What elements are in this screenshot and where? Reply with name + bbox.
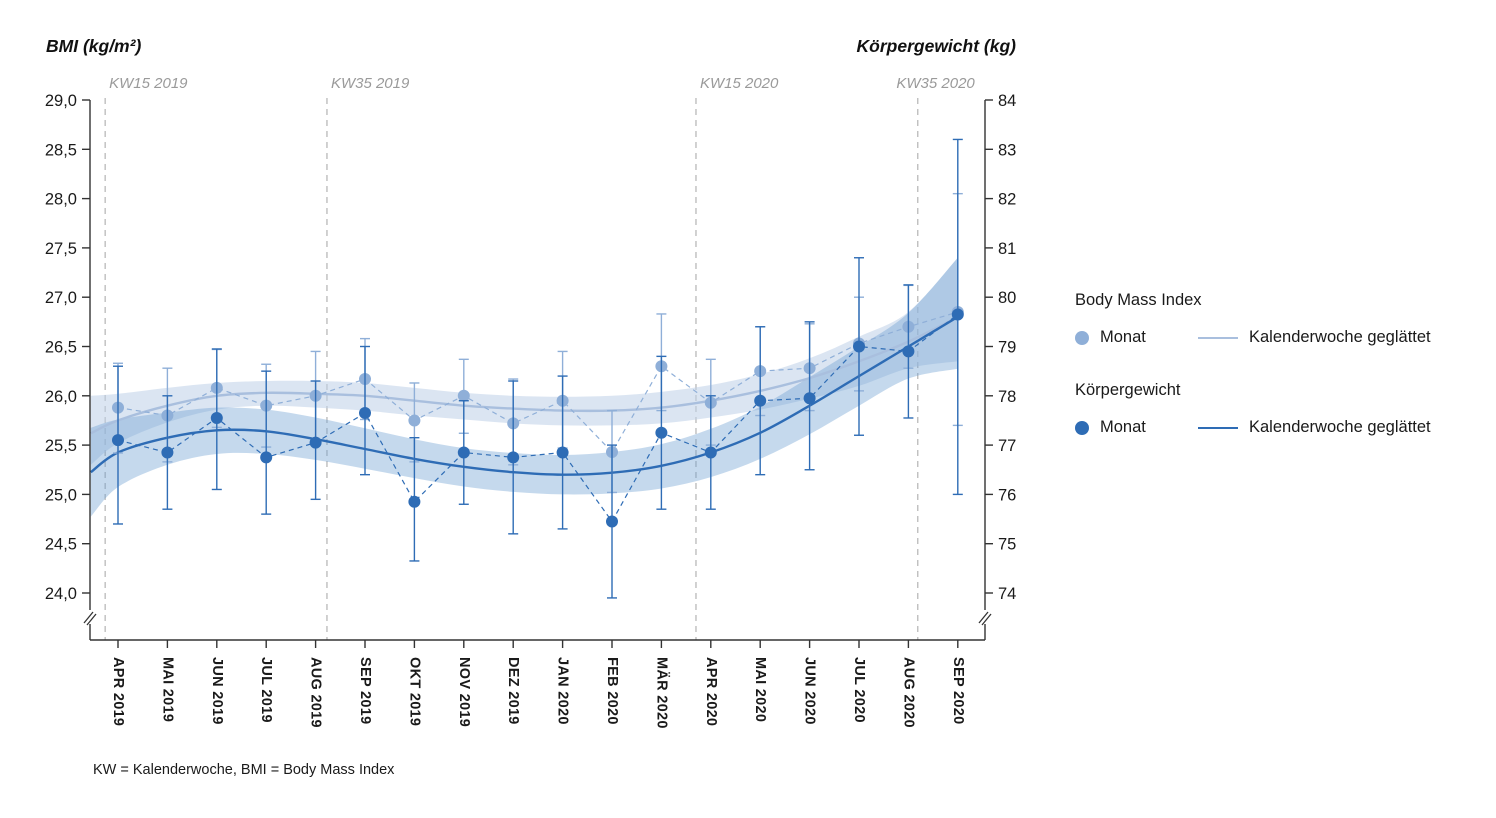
- weight-monthly-points: [112, 138, 964, 599]
- svg-text:SEP 2020: SEP 2020: [950, 657, 966, 724]
- svg-text:29,0: 29,0: [45, 92, 77, 110]
- svg-text:26,5: 26,5: [45, 339, 77, 357]
- svg-text:24,5: 24,5: [45, 536, 77, 554]
- svg-text:84: 84: [998, 92, 1016, 110]
- legend-group-bmi: Body Mass Index Monat Kalenderwoche gegl…: [1075, 291, 1431, 347]
- svg-text:79: 79: [998, 339, 1016, 357]
- data-point: [803, 392, 816, 405]
- svg-text:OKT 2019: OKT 2019: [406, 657, 422, 726]
- chart-canvas: KW15 2019 KW35 2019 KW15 2020 KW35 202029,0…: [45, 75, 1016, 729]
- data-point: [754, 394, 767, 407]
- bmi-smoothed-line-icon: [1198, 336, 1238, 339]
- data-point: [309, 436, 322, 449]
- x-axis-labels: APR 2019 MAI 2019 JUN 2019 JUL 2019 AUG 2019…: [110, 640, 966, 729]
- weight-smoothed-label: Kalenderwoche geglättet: [1249, 418, 1431, 436]
- bmi-monat-label: Monat: [1100, 328, 1146, 346]
- svg-text:KW35 2019: KW35 2019: [331, 75, 410, 92]
- svg-text:KW15 2019: KW15 2019: [109, 75, 188, 92]
- data-point: [606, 515, 618, 528]
- footnote: KW = Kalenderwoche, BMI = Body Mass Inde…: [93, 762, 395, 778]
- legend-row-bmi: Monat Kalenderwoche geglättet: [1075, 328, 1431, 347]
- confidence-band: [90, 257, 958, 517]
- svg-text:82: 82: [998, 191, 1016, 209]
- svg-text:75: 75: [998, 536, 1016, 554]
- data-point: [704, 446, 717, 459]
- svg-text:80: 80: [998, 289, 1016, 307]
- svg-text:KW15 2020: KW15 2020: [700, 75, 779, 92]
- kw-markers: KW15 2019 KW35 2019 KW15 2020 KW35 2020: [104, 75, 975, 640]
- data-point: [408, 414, 421, 427]
- svg-text:APR 2020: APR 2020: [703, 657, 719, 726]
- bmi-smoothed-label: Kalenderwoche geglättet: [1249, 328, 1431, 346]
- svg-text:74: 74: [998, 585, 1016, 603]
- legend-row-weight: Monat Kalenderwoche geglättet: [1075, 418, 1431, 437]
- data-point: [457, 446, 470, 459]
- svg-text:FEB 2020: FEB 2020: [604, 657, 620, 725]
- svg-text:NOV 2019: NOV 2019: [456, 657, 472, 727]
- data-point: [260, 451, 273, 464]
- svg-text:AUG 2019: AUG 2019: [308, 657, 324, 728]
- confidence-band: [90, 257, 958, 465]
- legend-bmi-title: Body Mass Index: [1075, 291, 1202, 309]
- data-point: [161, 446, 174, 459]
- data-point: [112, 434, 124, 447]
- axes: 29,0 28,5 28,0 27,5 27,0 26,5 26,0 25,5 25,0 24,5…: [45, 92, 1016, 641]
- svg-text:AUG 2020: AUG 2020: [900, 657, 916, 728]
- data-point: [902, 345, 915, 358]
- legend-weight-title: Körpergewicht: [1075, 381, 1181, 399]
- svg-text:83: 83: [998, 141, 1016, 159]
- svg-text:28,0: 28,0: [45, 191, 77, 209]
- svg-text:APR 2019: APR 2019: [110, 657, 126, 726]
- data-point: [853, 340, 865, 353]
- legend: Body Mass Index Monat Kalenderwoche gegl…: [1075, 291, 1431, 471]
- left-axis-title: BMI (kg/m²): [46, 36, 142, 56]
- svg-text:JAN 2020: JAN 2020: [555, 657, 571, 725]
- bmi-monat-dot-icon: [1075, 330, 1089, 345]
- confidence-bands: [90, 257, 958, 517]
- svg-text:JUL 2019: JUL 2019: [258, 657, 274, 723]
- svg-text:KW35 2020: KW35 2020: [896, 75, 975, 92]
- svg-text:76: 76: [998, 486, 1016, 504]
- weight-monat-dot-icon: [1075, 420, 1089, 435]
- svg-text:25,5: 25,5: [45, 437, 77, 455]
- svg-text:24,0: 24,0: [45, 585, 77, 603]
- data-point: [359, 407, 371, 420]
- weight-smoothed-line-icon: [1198, 426, 1238, 429]
- svg-text:25,0: 25,0: [45, 486, 77, 504]
- legend-group-weight: Körpergewicht Monat Kalenderwoche geglät…: [1075, 381, 1431, 437]
- right-axis-title: Körpergewicht (kg): [856, 36, 1016, 56]
- data-point: [951, 308, 964, 321]
- svg-text:SEP 2019: SEP 2019: [357, 657, 373, 724]
- svg-text:26,0: 26,0: [45, 388, 77, 406]
- data-point: [210, 411, 223, 424]
- svg-text:81: 81: [998, 240, 1016, 258]
- svg-text:27,0: 27,0: [45, 289, 77, 307]
- svg-text:27,5: 27,5: [45, 240, 77, 258]
- svg-text:MAI 2020: MAI 2020: [752, 657, 768, 722]
- svg-text:JUN 2019: JUN 2019: [209, 657, 225, 725]
- data-point: [655, 426, 668, 439]
- svg-text:JUN 2020: JUN 2020: [802, 657, 818, 725]
- svg-text:MAI 2019: MAI 2019: [159, 657, 175, 722]
- svg-text:77: 77: [998, 437, 1016, 455]
- weight-monat-label: Monat: [1100, 418, 1146, 436]
- data-point: [408, 495, 421, 508]
- data-point: [556, 446, 569, 459]
- svg-text:MÄR 2020: MÄR 2020: [653, 657, 670, 729]
- svg-text:DEZ 2019: DEZ 2019: [505, 657, 521, 725]
- data-point: [507, 451, 520, 464]
- data-point: [457, 389, 470, 402]
- svg-text:JUL 2020: JUL 2020: [851, 657, 867, 723]
- svg-text:28,5: 28,5: [45, 141, 77, 159]
- svg-text:78: 78: [998, 388, 1016, 406]
